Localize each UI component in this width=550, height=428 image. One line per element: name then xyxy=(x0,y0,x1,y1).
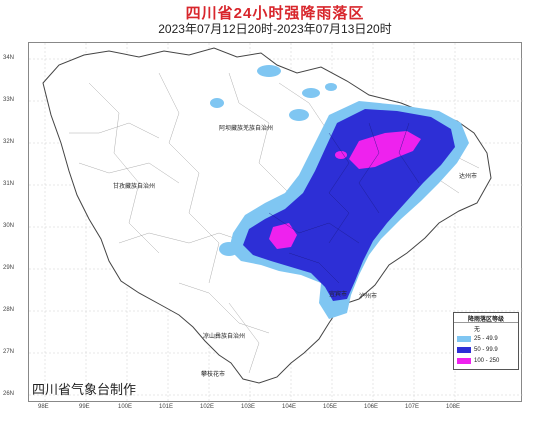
lat-tick: 28N xyxy=(3,307,15,313)
lat-tick: 27N xyxy=(3,349,15,355)
legend-divider xyxy=(454,322,518,323)
lat-tick: 30N xyxy=(3,223,15,229)
rain-100-spot xyxy=(335,151,347,159)
lon-tick: 99E xyxy=(79,404,90,410)
legend-item: 100 - 250 xyxy=(457,357,499,365)
legend-label: 25 - 49.9 xyxy=(474,336,498,342)
place-label-ganzi: 甘孜藏族自治州 xyxy=(113,184,156,190)
lat-tick: 26N xyxy=(3,391,15,397)
lon-tick: 105E xyxy=(323,404,338,410)
place-label-yibin: 宜宾市 xyxy=(329,292,348,298)
rainfall-map: 34N 33N 32N 31N 30N 29N 28N 27N 26N 98E … xyxy=(3,42,523,410)
lon-tick: 98E xyxy=(38,404,49,410)
lat-tick: 31N xyxy=(3,181,15,187)
place-label-luzhou: 泸州市 xyxy=(359,294,378,300)
legend-title: 降雨落区等级 xyxy=(467,317,504,323)
lon-tick: 104E xyxy=(282,404,297,410)
lat-tick: 34N xyxy=(3,55,15,61)
lon-tick: 107E xyxy=(405,404,420,410)
map-legend: 降雨落区等级 无 25 - 49.9 50 - 99.9 100 - 250 xyxy=(453,312,519,370)
place-label-liangshan: 凉山彝族自治州 xyxy=(203,334,246,340)
lat-tick: 29N xyxy=(3,265,15,271)
lon-tick: 102E xyxy=(200,404,215,410)
legend-item: 25 - 49.9 xyxy=(457,335,498,343)
legend-swatch-magenta xyxy=(457,358,471,364)
rain-50-band xyxy=(243,109,455,301)
legend-label: 50 - 99.9 xyxy=(474,347,498,353)
rain-area-boundaries xyxy=(268,122,420,284)
lon-tick: 106E xyxy=(364,404,379,410)
lat-tick: 33N xyxy=(3,97,15,103)
legend-swatch-light-blue xyxy=(457,336,471,342)
legend-item: 无 xyxy=(457,324,481,333)
lon-tick: 108E xyxy=(446,404,461,410)
rain-25-patches xyxy=(210,65,337,256)
place-label-aba: 阿坝藏族羌族自治州 xyxy=(219,126,274,132)
lon-tick: 101E xyxy=(159,404,174,410)
legend-label: 无 xyxy=(474,326,481,333)
legend-swatch-dark-blue xyxy=(457,347,471,353)
map-canvas xyxy=(29,43,523,403)
legend-swatch-none xyxy=(457,325,471,331)
map-subtitle: 2023年07月12日20时-2023年07月13日20时 xyxy=(158,22,392,36)
lon-tick: 103E xyxy=(241,404,256,410)
map-title: 四川省24小时强降雨落区 xyxy=(185,5,365,22)
lat-tick: 32N xyxy=(3,139,15,145)
lon-tick: 100E xyxy=(118,404,133,410)
rain-100-core-south xyxy=(269,223,297,249)
place-label-dazhou: 达州市 xyxy=(459,174,478,180)
place-label-panzhihua: 攀枝花市 xyxy=(201,372,226,378)
legend-label: 100 - 250 xyxy=(474,358,500,364)
credit-text: 四川省气象台制作 xyxy=(32,382,137,397)
legend-item: 50 - 99.9 xyxy=(457,346,498,354)
